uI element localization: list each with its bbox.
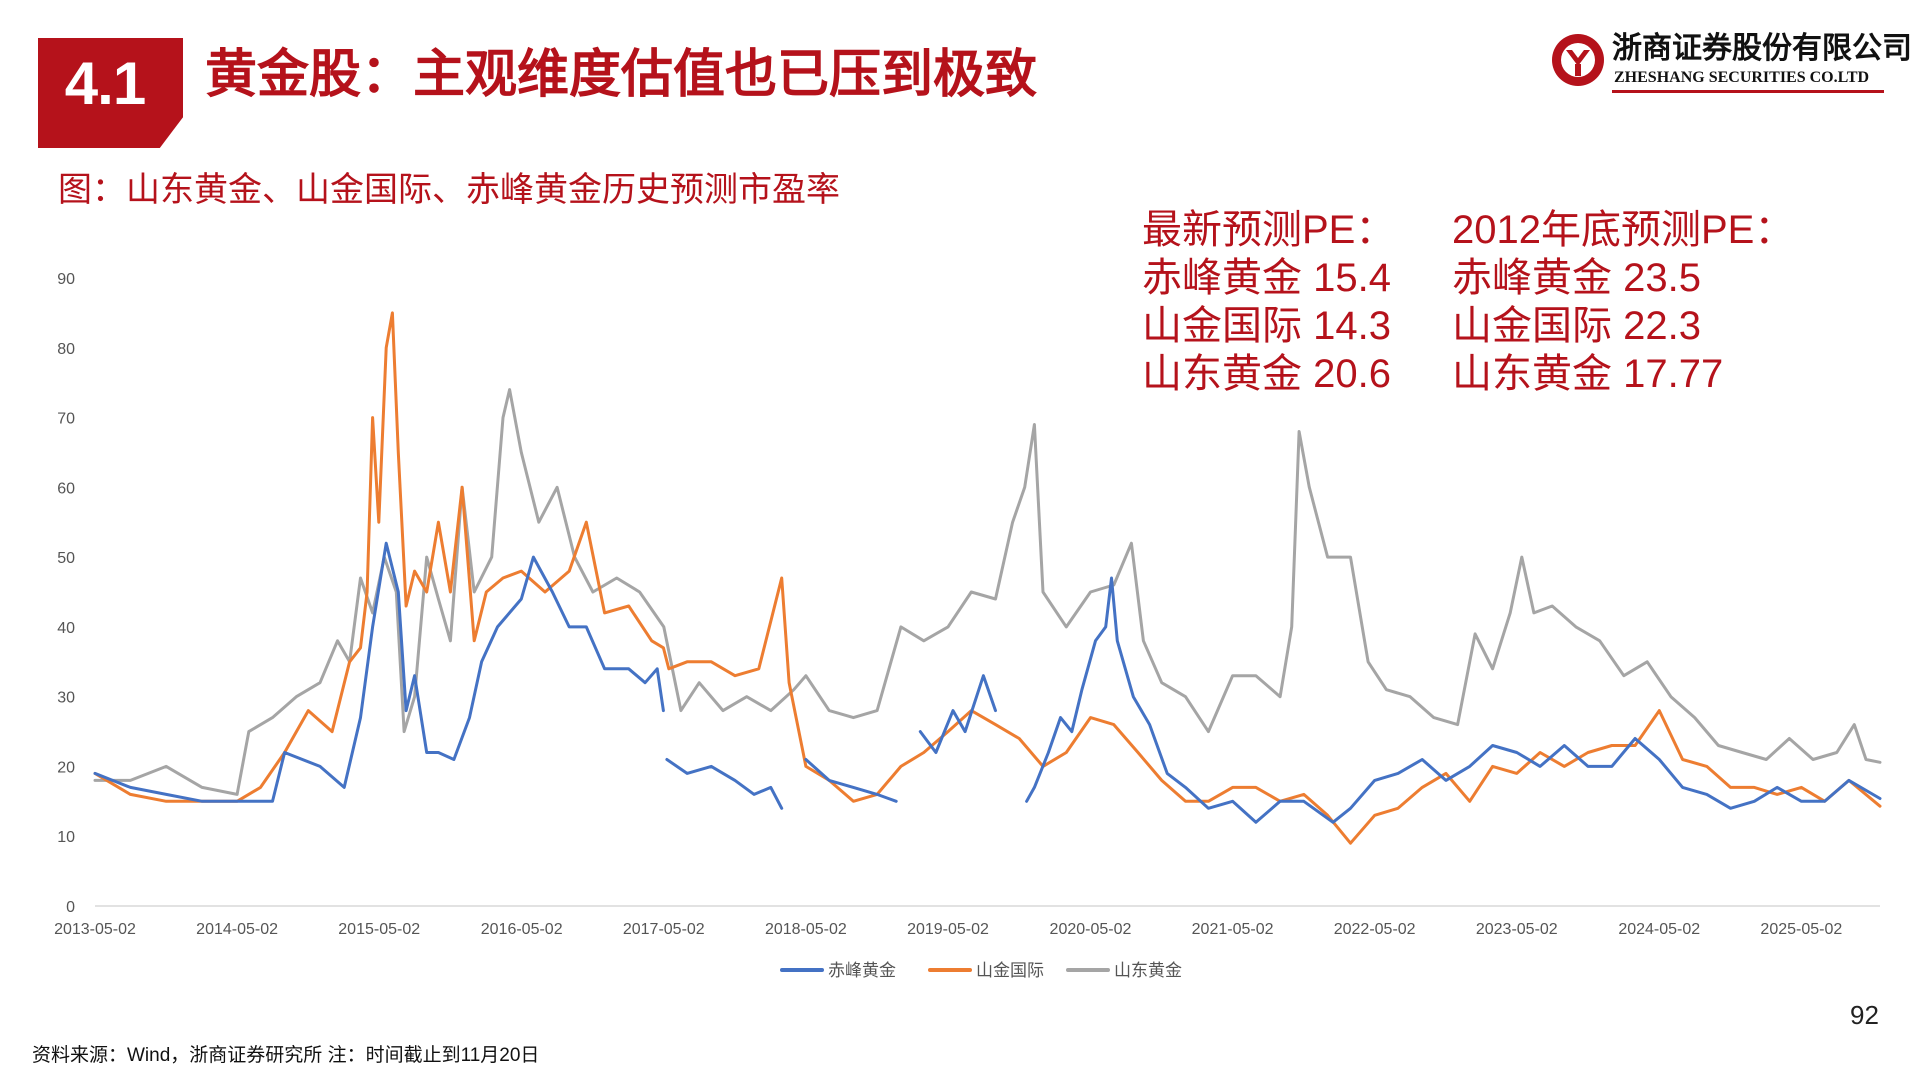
y-tick-label: 80 bbox=[57, 341, 75, 358]
x-tick-label: 2016-05-02 bbox=[481, 921, 563, 938]
figure-caption: 图：山东黄金、山金国际、赤峰黄金历史预测市盈率 bbox=[58, 171, 840, 209]
x-tick-label: 2020-05-02 bbox=[1050, 921, 1132, 938]
x-tick-label: 2021-05-02 bbox=[1192, 921, 1274, 938]
y-tick-label: 70 bbox=[57, 411, 75, 428]
slide-title: 黄金股：主观维度估值也已压到极致 bbox=[205, 46, 1038, 104]
end2012-pe-shanjin: 山金国际 22.3 bbox=[1452, 304, 1701, 348]
end2012-pe-heading: 2012年底预测PE： bbox=[1452, 208, 1795, 252]
latest-pe-shandong: 山东黄金 20.6 bbox=[1142, 352, 1391, 396]
latest-pe-chifeng: 赤峰黄金 15.4 bbox=[1142, 256, 1391, 300]
x-tick-label: 2015-05-02 bbox=[338, 921, 420, 938]
company-logo: 浙商证券股份有限公司 ZHESHANG SECURITIES CO.LTD bbox=[1548, 30, 1912, 94]
x-tick-label: 2014-05-02 bbox=[196, 921, 278, 938]
pe-line-chart: 0 10 20 30 40 50 60 70 80 90 2013-05-02 2014-05-02 2… bbox=[54, 271, 1882, 980]
y-tick-label: 50 bbox=[57, 550, 75, 567]
end2012-pe-panel: 2012年底预测PE： 赤峰黄金 23.5 山金国际 22.3 山东黄金 17.… bbox=[1452, 206, 1794, 398]
end2012-pe-chifeng: 赤峰黄金 23.5 bbox=[1452, 256, 1701, 300]
y-tick-label: 60 bbox=[57, 480, 75, 497]
x-tick-label: 2023-05-02 bbox=[1476, 921, 1558, 938]
company-logo-icon bbox=[1552, 34, 1604, 86]
y-tick-label: 10 bbox=[57, 829, 75, 846]
x-tick-label: 2013-05-02 bbox=[54, 921, 136, 938]
end2012-pe-shandong: 山东黄金 17.77 bbox=[1452, 352, 1724, 396]
latest-pe-shanjin: 山金国际 14.3 bbox=[1142, 304, 1391, 348]
x-tick-label: 2019-05-02 bbox=[907, 921, 989, 938]
latest-pe-panel: 最新预测PE： 赤峰黄金 15.4 山金国际 14.3 山东黄金 20.6 bbox=[1142, 206, 1395, 398]
x-tick-label: 2025-05-02 bbox=[1760, 921, 1842, 938]
y-tick-label: 20 bbox=[57, 759, 75, 776]
series-line-3 bbox=[93, 388, 1882, 796]
source-note: 资料来源：Wind，浙商证券研究所 注：时间截止到11月20日 bbox=[32, 1045, 540, 1066]
x-tick-label: 2024-05-02 bbox=[1618, 921, 1700, 938]
x-tick-label: 2018-05-02 bbox=[765, 921, 847, 938]
series-line-1 bbox=[93, 541, 1882, 824]
y-tick-label: 30 bbox=[57, 690, 75, 707]
legend-label-2: 山金国际 bbox=[976, 961, 1044, 980]
legend-label-1: 赤峰黄金 bbox=[828, 961, 896, 980]
latest-pe-heading: 最新预测PE： bbox=[1142, 208, 1396, 252]
x-tick-label: 2022-05-02 bbox=[1334, 921, 1416, 938]
series-line-2 bbox=[93, 311, 1882, 845]
y-tick-label: 0 bbox=[66, 899, 75, 916]
company-name-cn: 浙商证券股份有限公司 bbox=[1612, 32, 1912, 65]
x-tick-label: 2017-05-02 bbox=[623, 921, 705, 938]
legend-label-3: 山东黄金 bbox=[1114, 961, 1182, 980]
y-tick-label: 90 bbox=[57, 271, 75, 288]
page-number: 92 bbox=[1850, 1000, 1879, 1030]
section-badge bbox=[38, 38, 183, 148]
section-number: 4.1 bbox=[64, 50, 146, 117]
y-tick-label: 40 bbox=[57, 620, 75, 637]
logo-underline bbox=[1612, 90, 1884, 93]
company-name-en: ZHESHANG SECURITIES CO.LTD bbox=[1614, 69, 1870, 86]
